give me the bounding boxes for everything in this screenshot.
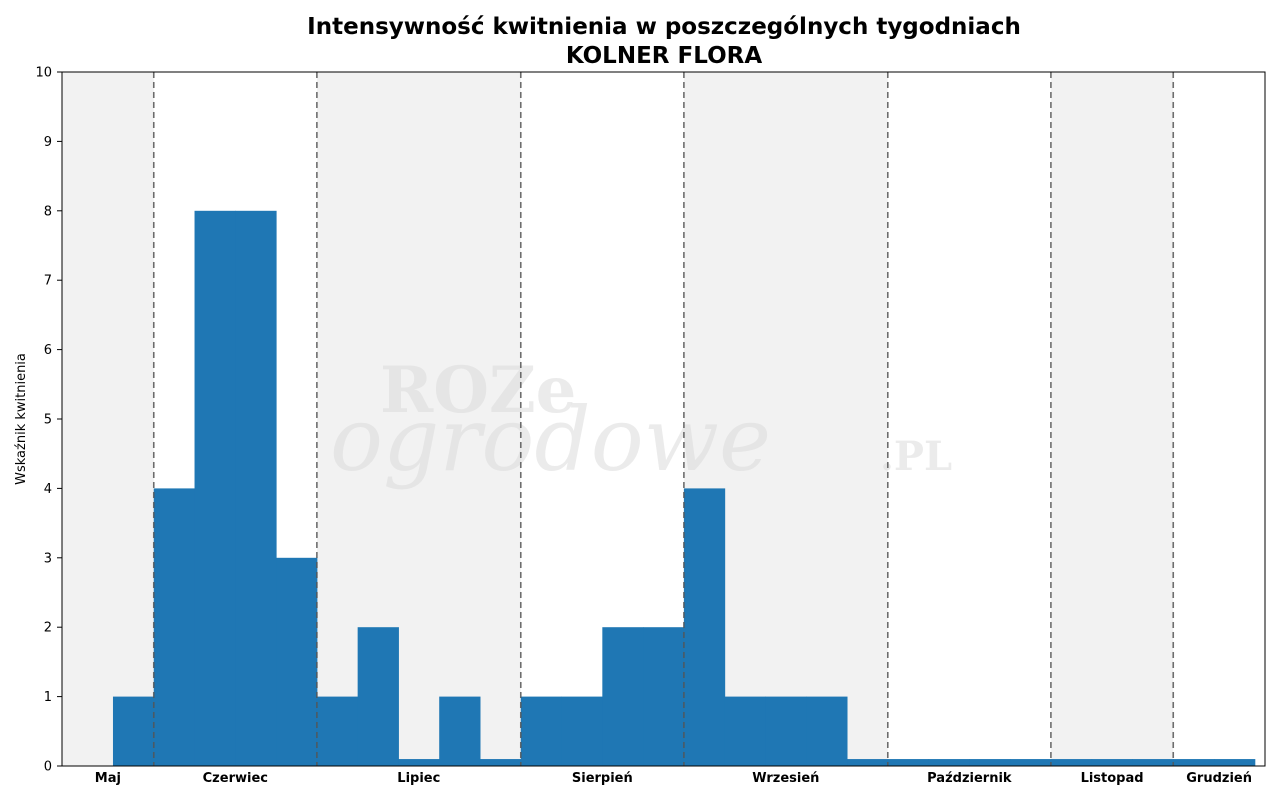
month-label-3: Sierpień [572, 771, 633, 786]
month-label-2: Lipiec [397, 771, 440, 786]
bar-week-25 [1091, 759, 1133, 766]
y-tick-label-10: 10 [35, 66, 52, 81]
bar-week-3 [194, 210, 236, 767]
watermark-line2: ogrodowe [330, 388, 771, 491]
watermark: ROZe ogrodowe .PL [330, 353, 952, 491]
bar-week-6 [316, 696, 359, 766]
bar-week-8 [398, 759, 440, 766]
month-label-5: Październik [927, 771, 1012, 786]
month-band-6 [1050, 72, 1174, 766]
bar-week-24 [1050, 759, 1093, 766]
bar-week-26 [1132, 759, 1174, 766]
month-band-2 [316, 72, 521, 766]
month-label-0: Maj [95, 771, 121, 786]
month-band-0 [62, 72, 154, 766]
bar-week-10 [479, 759, 522, 766]
y-tick-label-4: 4 [44, 482, 52, 497]
bar-week-19 [847, 759, 889, 766]
y-axis-label: Wskaźnik kwitnienia [14, 353, 29, 485]
month-label-7: Grudzień [1186, 771, 1252, 786]
y-tick-label-1: 1 [44, 690, 52, 705]
bar-week-20 [887, 759, 930, 766]
bar-week-17 [765, 696, 807, 766]
bar-week-23 [1010, 759, 1052, 766]
bar-week-2 [153, 488, 196, 766]
y-tick-label-2: 2 [44, 621, 52, 636]
y-tick-label-7: 7 [44, 274, 52, 289]
bar-week-21 [928, 759, 970, 766]
watermark-line3: .PL [880, 433, 952, 480]
bar-week-28 [1214, 759, 1256, 766]
x-axis: Maj Czerwiec Lipiec Sierpień Wrzesień Paździe… [95, 771, 1252, 786]
month-label-1: Czerwiec [203, 771, 268, 786]
bar-week-1 [112, 696, 155, 766]
y-tick-label-0: 0 [44, 760, 52, 775]
bar-week-18 [806, 696, 848, 766]
y-tick-label-8: 8 [44, 204, 52, 219]
bar-week-14 [643, 627, 685, 766]
y-tick-label-5: 5 [44, 413, 52, 428]
y-tick-label-6: 6 [44, 343, 52, 358]
chart-title: Intensywność kwitnienia w poszczególnych… [307, 14, 1021, 40]
y-tick-label-9: 9 [44, 135, 52, 150]
bar-week-22 [969, 759, 1011, 766]
month-label-4: Wrzesień [752, 771, 819, 786]
bar-week-13 [602, 627, 644, 766]
bar-week-7 [357, 627, 399, 766]
y-tick-label-3: 3 [44, 551, 52, 566]
month-shading [62, 72, 1174, 766]
chart-subtitle: KOLNER FLORA [566, 43, 762, 69]
bar-week-12 [561, 696, 603, 766]
month-separators [152, 72, 1175, 766]
bar-week-4 [235, 210, 277, 767]
bar-week-16 [724, 696, 766, 766]
month-label-6: Listopad [1081, 771, 1144, 786]
bars [112, 210, 1256, 767]
bar-week-27 [1173, 759, 1215, 766]
watermark-line1: ROZe [380, 353, 576, 428]
bar-week-9 [439, 696, 481, 766]
bar-week-11 [520, 696, 563, 766]
bar-week-5 [276, 557, 318, 766]
y-axis: 0 1 2 3 4 5 6 7 8 9 10 [35, 66, 62, 775]
bar-week-15 [683, 488, 726, 766]
